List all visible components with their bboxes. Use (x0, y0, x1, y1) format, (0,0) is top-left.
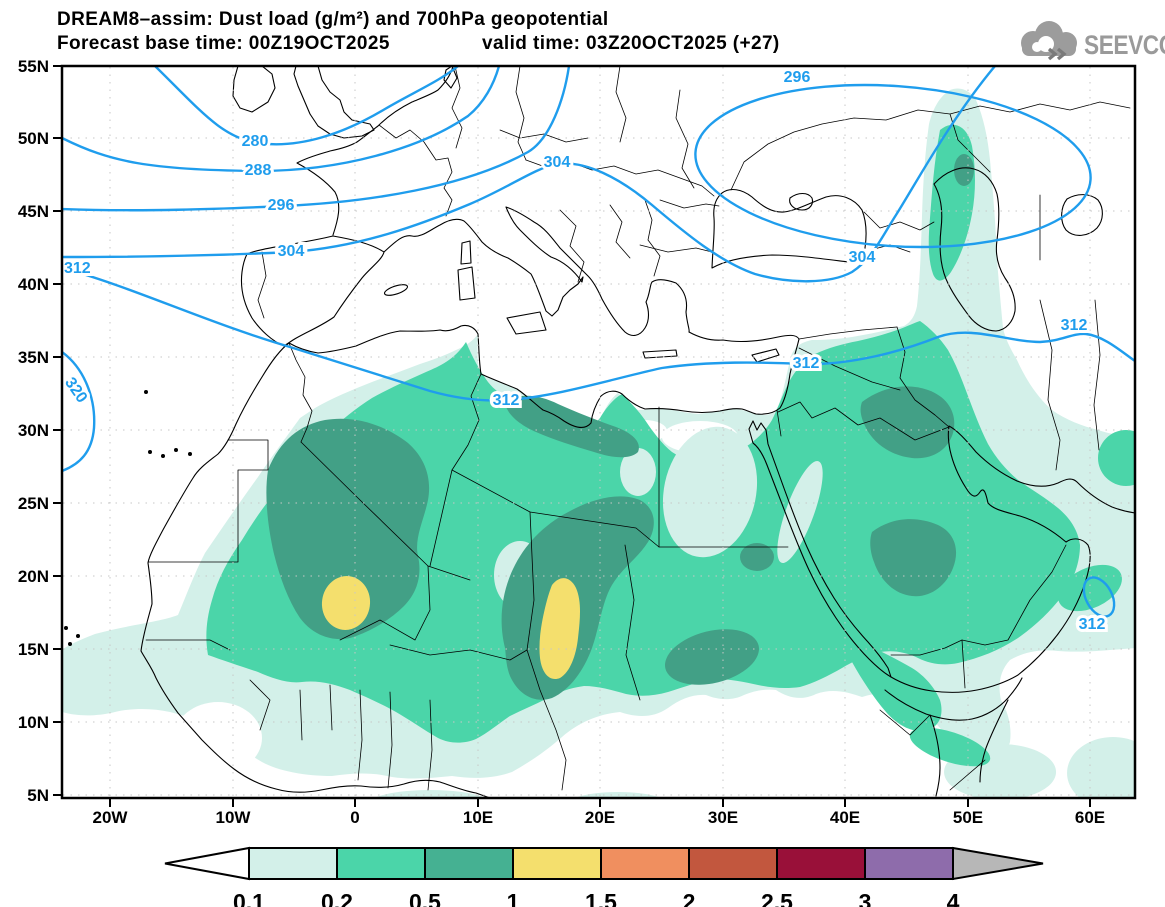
contour-label-312: 312 (1061, 317, 1088, 334)
contour-label-280: 280 (242, 133, 269, 150)
dust-fill-1 (321, 576, 580, 680)
contour-label-304: 304 (544, 154, 571, 171)
contour-label-312: 312 (1079, 616, 1106, 633)
colorbar-segment (776, 847, 866, 880)
colorbar-segment (248, 847, 338, 880)
colorbar-segment (512, 847, 602, 880)
colorbar-segment (864, 847, 954, 880)
coastlines (64, 67, 1134, 797)
y-tick-label: 50N (18, 129, 49, 148)
colorbar-over-arrow (952, 846, 1044, 881)
country-borders (145, 67, 1131, 791)
colorbar-label: 2.5 (761, 889, 793, 907)
colorbar-under-arrow (164, 846, 250, 881)
colorbar-label: 0.2 (321, 889, 353, 907)
contour-label-296: 296 (784, 69, 811, 86)
x-tick-label: 20W (93, 808, 129, 827)
contour-label-312: 312 (493, 392, 520, 409)
small-islands (64, 390, 192, 646)
y-tick-label: 15N (18, 640, 49, 659)
axis-labels: 20W 10W 0 10E 20E 30E 40E 50E 60E 55N 50N 45N 40N 35N… (18, 57, 1105, 827)
contour-label-312: 312 (64, 260, 91, 277)
axis-ticks (53, 65, 1091, 807)
x-tick-label: 50E (953, 808, 983, 827)
contour-label-288: 288 (245, 162, 272, 179)
colorbar-label: 1 (507, 889, 520, 907)
colorbar-label: 0.1 (233, 889, 265, 907)
y-tick-label: 10N (18, 713, 49, 732)
colorbar-label: 4 (947, 889, 960, 907)
x-tick-label: 0 (350, 808, 359, 827)
contour-label-304: 304 (849, 249, 876, 266)
colorbar-label: 2 (683, 889, 696, 907)
colorbar-label: 1.5 (585, 889, 617, 907)
cloud-icon (1021, 21, 1077, 61)
y-tick-label: 45N (18, 202, 49, 221)
colorbar-segment (336, 847, 426, 880)
contour-label-304: 304 (278, 243, 305, 260)
y-tick-label: 20N (18, 567, 49, 586)
valid-time: valid time: 03Z20OCT2025 (+27) (482, 33, 780, 54)
x-tick-label: 60E (1075, 808, 1105, 827)
colorbar-label: 0.5 (409, 889, 441, 907)
y-tick-label: 55N (18, 57, 49, 76)
contour-label-320: 320 (61, 375, 90, 407)
x-tick-label: 30E (708, 808, 738, 827)
colorbar-segment (424, 847, 514, 880)
graticule (63, 67, 1134, 797)
colorbar-legend: 0.1 0.2 0.5 1 1.5 2 2.5 3 4 (164, 846, 1044, 907)
x-tick-label: 10E (463, 808, 493, 827)
y-tick-label: 40N (18, 275, 49, 294)
contour-label-312: 312 (793, 355, 820, 372)
forecast-base-time: Forecast base time: 00Z19OCT2025 (57, 33, 390, 54)
map-frame (60, 64, 1137, 800)
contour-label-296: 296 (268, 197, 295, 214)
colorbar-segment (600, 847, 690, 880)
x-tick-label: 10W (216, 808, 252, 827)
logo-text: SEEVCCC (1084, 30, 1165, 60)
x-tick-label: 20E (585, 808, 615, 827)
y-tick-label: 25N (18, 494, 49, 513)
y-tick-label: 5N (27, 786, 49, 805)
y-tick-label: 30N (18, 421, 49, 440)
seevccc-logo: SEEVCCC (1021, 21, 1165, 60)
colorbar-segment (688, 847, 778, 880)
geopotential-contours (63, 67, 1134, 618)
y-tick-label: 35N (18, 348, 49, 367)
colorbar-label: 3 (859, 889, 872, 907)
chart-title: DREAM8–assim: Dust load (g/m²) and 700hP… (57, 9, 609, 30)
x-tick-label: 40E (830, 808, 860, 827)
